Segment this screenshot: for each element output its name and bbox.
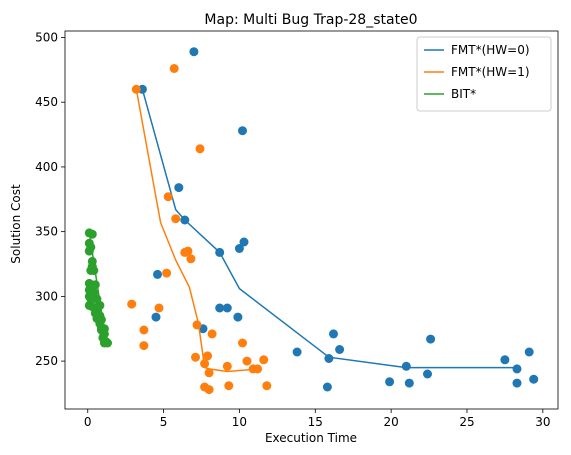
data-point: [234, 244, 244, 253]
x-tick-label: 25: [459, 415, 474, 429]
data-point: [262, 381, 272, 391]
data-point: [426, 334, 436, 344]
x-tick-label: 20: [383, 415, 398, 429]
data-point: [203, 351, 213, 361]
data-point: [139, 325, 149, 335]
y-tick-label: 400: [35, 160, 58, 174]
x-tick-label: 0: [84, 415, 92, 429]
data-point: [171, 214, 181, 224]
data-point: [169, 64, 179, 73]
data-point: [512, 364, 522, 374]
data-point: [238, 126, 247, 136]
x-axis-title: Execution Time: [265, 431, 357, 445]
y-tick-label: 250: [35, 354, 58, 368]
series-2: [84, 228, 112, 348]
data-point: [423, 369, 432, 379]
data-point: [222, 361, 232, 371]
data-point: [153, 269, 162, 279]
data-point: [95, 300, 105, 310]
data-point: [204, 368, 214, 378]
x-tick-label: 10: [232, 415, 247, 429]
data-point: [84, 246, 94, 256]
data-point: [215, 247, 225, 257]
data-point: [401, 361, 411, 371]
data-point: [248, 364, 258, 374]
data-point: [329, 329, 338, 339]
y-tick-label: 500: [35, 30, 58, 44]
legend-box: [416, 36, 552, 112]
data-point: [89, 266, 99, 275]
data-point: [192, 320, 202, 330]
data-point: [151, 312, 161, 322]
plot-area: [84, 47, 539, 395]
y-tick-label: 450: [35, 95, 58, 109]
data-point: [195, 144, 205, 154]
data-point: [239, 237, 249, 247]
data-point: [242, 356, 252, 366]
data-point: [322, 382, 332, 392]
x-tick-label: 30: [535, 415, 550, 429]
series-0: [137, 47, 539, 392]
y-tick-label: 350: [35, 225, 58, 239]
data-point: [103, 338, 112, 348]
data-point: [404, 378, 414, 388]
x-tick-label: 15: [308, 415, 323, 429]
data-point: [200, 359, 210, 369]
legend: FMT*(HW=0) FMT*(HW=1) BIT*: [416, 36, 552, 112]
data-point: [500, 355, 510, 365]
data-point: [224, 381, 234, 391]
y-axis: 250 300 350 400 450 500: [35, 30, 65, 368]
data-point: [186, 254, 196, 264]
data-point: [259, 355, 269, 365]
data-point: [222, 303, 232, 313]
data-point: [189, 47, 199, 57]
data-point: [335, 345, 345, 354]
data-point: [324, 354, 334, 363]
data-point: [191, 352, 200, 362]
plot-frame: [64, 30, 559, 410]
data-point: [238, 338, 247, 348]
series-1: [127, 64, 272, 395]
data-point: [524, 347, 534, 357]
data-point: [131, 84, 141, 94]
data-point: [512, 378, 522, 388]
y-axis-title: Solution Cost: [9, 184, 23, 264]
data-point: [207, 329, 217, 339]
legend-label: BIT*: [451, 87, 476, 101]
x-axis: 0 5 10 15 20 25 30: [84, 409, 550, 429]
data-point: [292, 347, 302, 357]
series-line: [141, 89, 517, 369]
data-point: [233, 312, 243, 322]
data-point: [174, 183, 184, 193]
data-point: [154, 303, 164, 313]
y-tick-label: 300: [35, 289, 58, 303]
data-point: [87, 229, 97, 239]
chart-title: Map: Multi Bug Trap-28_state0: [204, 12, 417, 28]
data-point: [385, 377, 395, 387]
data-point: [127, 299, 137, 309]
series-layer: [84, 47, 539, 395]
data-point: [163, 192, 173, 202]
data-point: [529, 374, 539, 384]
data-point: [162, 268, 172, 278]
axes: [64, 30, 559, 410]
data-point: [204, 385, 214, 395]
x-tick-label: 5: [160, 415, 168, 429]
data-point: [215, 303, 225, 313]
data-point: [180, 215, 190, 225]
legend-label: FMT*(HW=0): [451, 43, 530, 57]
legend-label: FMT*(HW=1): [451, 65, 530, 79]
data-point: [180, 247, 190, 257]
data-point: [139, 341, 149, 351]
